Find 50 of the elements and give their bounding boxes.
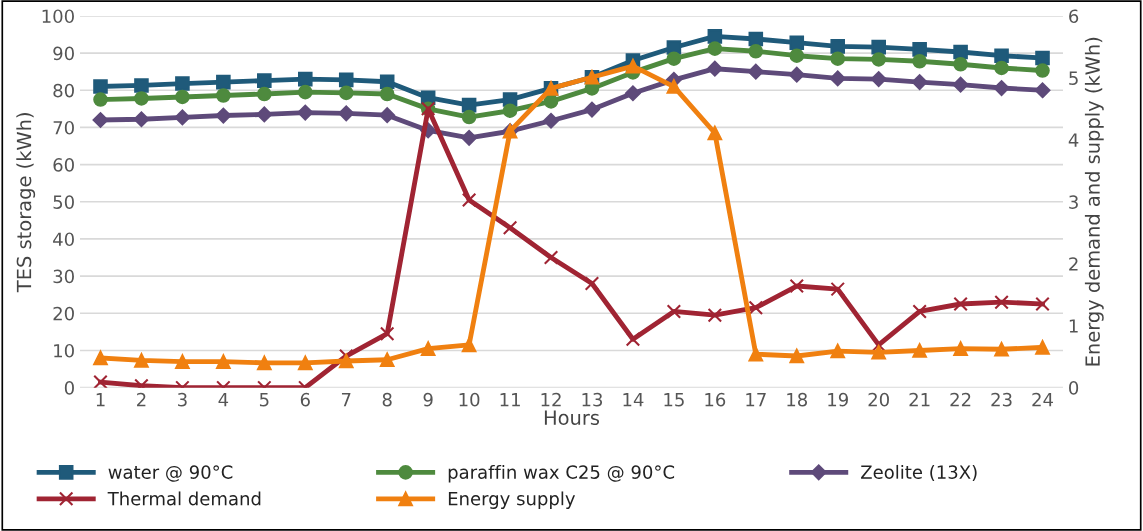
x-tick-label: 6: [300, 392, 310, 407]
y-tick-label: 10: [54, 343, 74, 358]
legend-label: Thermal demand: [107, 491, 261, 506]
x-tick-label: 7: [341, 393, 351, 407]
y2-tick-label: 6: [1069, 9, 1079, 24]
y-tick-label: 20: [53, 306, 74, 321]
y-tick-label: 50: [53, 195, 74, 209]
y2-tick-label: 2: [1069, 257, 1078, 271]
x-tick-label: 13: [582, 392, 603, 407]
y-tick-label: 70: [53, 120, 74, 135]
legend-label: water @ 90°C: [108, 465, 233, 482]
y2-axis-title: Energy demand and supply (kWh): [1084, 37, 1104, 366]
x-tick-label: 3: [178, 392, 187, 407]
x-tick-label: 23: [991, 392, 1012, 407]
y-axis-title: TES storage (kWh): [16, 113, 36, 293]
x-tick-label: 1: [96, 393, 105, 407]
x-axis-title: Hours: [544, 410, 600, 426]
x-tick-label: 16: [705, 392, 726, 407]
legend-label: Zeolite (13X): [861, 464, 977, 482]
x-tick-label: 12: [541, 392, 561, 407]
x-tick-label: 9: [423, 392, 433, 407]
y2-tick-label: 1: [1069, 319, 1078, 333]
y-tick-label: 40: [53, 232, 74, 247]
y2-tick-label: 4: [1068, 133, 1079, 147]
x-tick-label: 19: [828, 392, 848, 407]
legend-label: paraffin wax C25 @ 90°C: [448, 464, 675, 483]
x-tick-label: 20: [868, 392, 889, 407]
x-tick-label: 17: [746, 393, 766, 407]
x-tick-label: 14: [623, 393, 644, 407]
x-tick-label: 15: [664, 393, 684, 407]
x-tick-label: 5: [259, 393, 269, 407]
x-tick-label: 8: [382, 392, 392, 407]
y-tick-label: 60: [53, 158, 74, 172]
x-tick-label: 11: [500, 393, 520, 407]
legend-label: Energy supply: [448, 491, 576, 509]
y-tick-label: 80: [53, 83, 74, 98]
x-tick-label: 2: [137, 392, 146, 407]
x-tick-label: 18: [787, 392, 808, 407]
y-tick-label: 90: [53, 46, 74, 61]
x-tick-label: 4: [218, 393, 229, 407]
x-tick-label: 10: [459, 392, 480, 407]
y-tick-label: 100: [42, 9, 74, 24]
y-tick-label: 0: [64, 381, 74, 395]
y-tick-label: 30: [53, 269, 74, 284]
x-tick-label: 21: [909, 392, 930, 407]
y2-tick-label: 5: [1069, 71, 1078, 85]
x-tick-label: 22: [950, 392, 971, 407]
x-tick-label: 24: [1032, 392, 1053, 407]
y2-tick-label: 0: [1069, 381, 1079, 395]
y2-tick-label: 3: [1069, 195, 1078, 209]
